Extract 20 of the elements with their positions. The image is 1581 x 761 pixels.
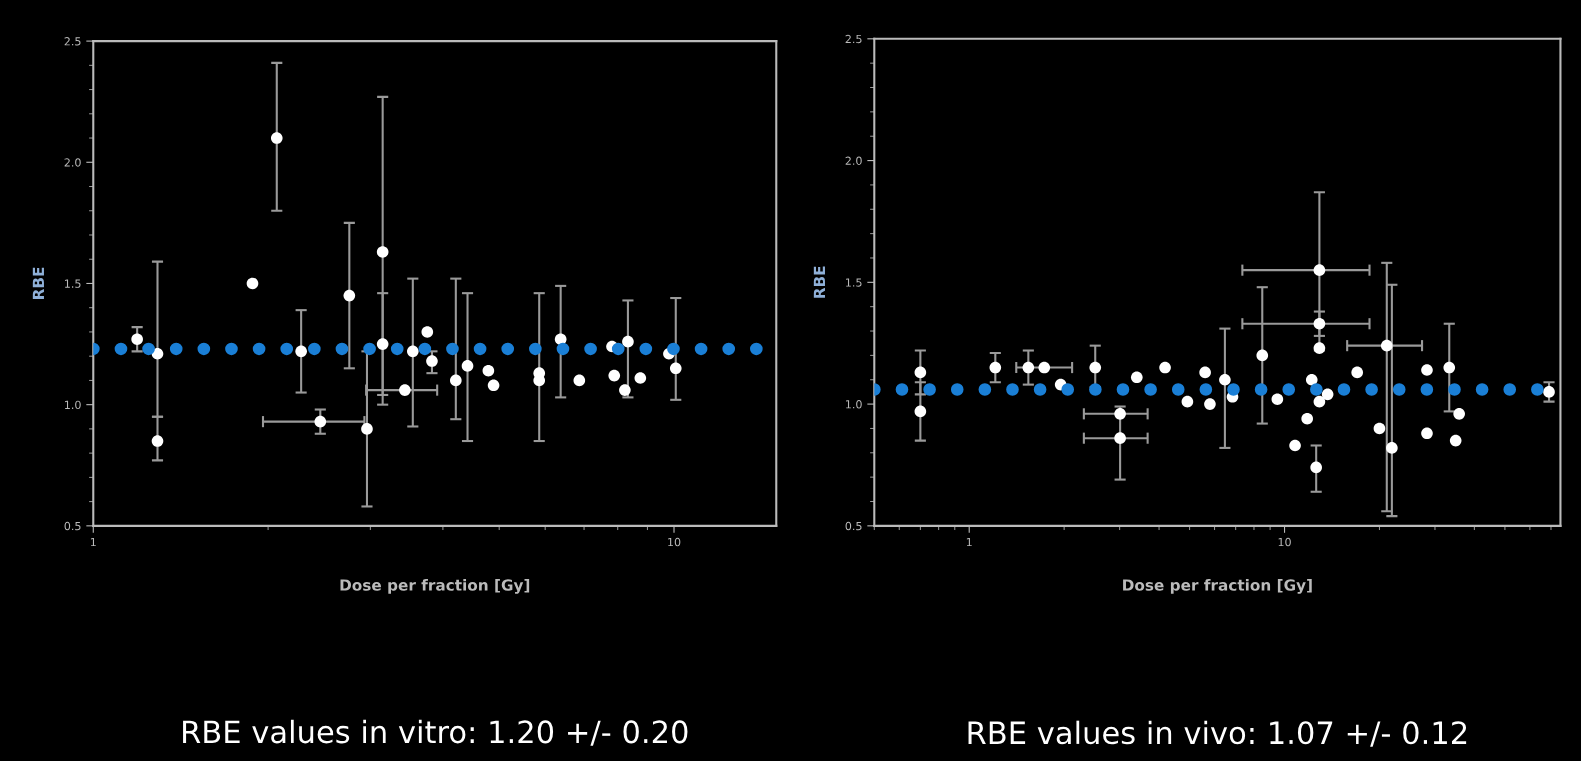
y-axis-title: RBE (813, 266, 825, 298)
x-tick-label: 10 (1278, 537, 1291, 547)
x-tick-label: 1 (966, 538, 972, 547)
y-tick-label: 1.5 (846, 278, 862, 287)
y-tick-label: 1.0 (65, 400, 81, 410)
y-tick-label: 0.5 (64, 521, 81, 531)
x-axis-title: Dose per fraction [Gy] (340, 578, 530, 594)
text: RBE values in vivo: 1.07 +/- 0.12 (968, 720, 1467, 747)
y-tick-label: 2.5 (845, 34, 862, 44)
y-axis-title: RBE (32, 267, 44, 299)
y-tick-label: 1.5 (65, 279, 81, 288)
x-tick-label: 10 (668, 537, 681, 547)
y-tick-label: 0.5 (845, 521, 862, 531)
x-tick-label: 1 (90, 538, 96, 547)
y-tick-label: 1.0 (846, 400, 862, 409)
y-tick-label: 2.5 (64, 37, 81, 46)
y-tick-label: 2.0 (845, 156, 862, 165)
y-tick-label: 2.0 (64, 158, 81, 167)
text: RBE values in vitro: 1.20 +/- 0.20 (183, 719, 688, 746)
x-axis-title: Dose per fraction [Gy] (1123, 578, 1312, 594)
